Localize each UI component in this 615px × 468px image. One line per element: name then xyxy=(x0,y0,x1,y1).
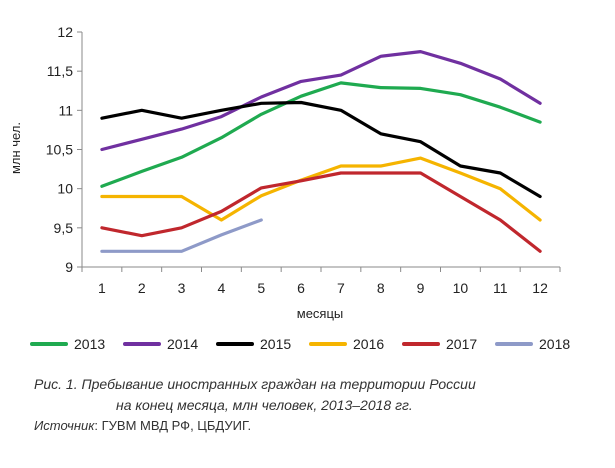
x-tick-label: 12 xyxy=(532,280,548,296)
series-line-2018 xyxy=(100,218,263,253)
y-tick-label: 11,5 xyxy=(47,63,73,79)
series-line-2017 xyxy=(100,171,542,253)
x-tick-label: 1 xyxy=(98,280,106,296)
series-line-2016 xyxy=(100,156,542,222)
legend-item-2015: 2015 xyxy=(216,334,291,354)
legend-swatch xyxy=(30,342,68,346)
x-tick-label: 10 xyxy=(453,280,469,296)
chart-series xyxy=(100,49,542,253)
series-line-2015 xyxy=(100,100,542,199)
legend-swatch xyxy=(402,342,440,346)
legend-item-2018: 2018 xyxy=(495,334,570,354)
legend-label: 2013 xyxy=(74,336,106,352)
legend-swatch xyxy=(216,342,254,346)
legend-label: 2016 xyxy=(353,336,385,352)
x-tick-label: 7 xyxy=(337,280,345,296)
source-text: : ГУВМ МВД РФ, ЦБДУИГ. xyxy=(94,418,252,433)
y-tick-label: 12 xyxy=(57,24,73,40)
x-tick-label: 4 xyxy=(218,280,226,296)
y-tick-label: 11 xyxy=(58,102,73,118)
x-tick-label: 6 xyxy=(297,280,305,296)
y-tick-label: 10,5 xyxy=(46,142,73,158)
x-axis-label: месяцы xyxy=(297,306,344,321)
legend-label: 2017 xyxy=(446,336,478,352)
legend-label: 2014 xyxy=(167,336,199,352)
x-tick-label: 8 xyxy=(377,280,385,296)
legend-item-2016: 2016 xyxy=(309,334,384,354)
source-key: Источник xyxy=(34,418,95,433)
x-tick-label: 9 xyxy=(417,280,425,296)
legend-swatch xyxy=(123,342,161,346)
chart-legend: 2013 2014 2015 2016 2017 2018 xyxy=(30,334,600,354)
y-tick-label: 10 xyxy=(57,181,73,197)
x-tick-label: 11 xyxy=(493,280,508,296)
legend-swatch xyxy=(495,342,533,346)
x-tick-label: 5 xyxy=(257,280,265,296)
legend-item-2013: 2013 xyxy=(30,334,105,354)
series-line-2014 xyxy=(100,49,542,152)
source-note: Источник: ГУВМ МВД РФ, ЦБДУИГ. xyxy=(34,418,251,433)
figure-caption: Рис. 1. Пребывание иностранных граждан н… xyxy=(34,374,594,416)
legend-label: 2015 xyxy=(260,336,292,352)
series-line-2013 xyxy=(100,81,542,188)
legend-swatch xyxy=(309,342,347,346)
y-axis-label: млн чел. xyxy=(8,122,23,174)
legend-item-2014: 2014 xyxy=(123,334,198,354)
legend-label: 2018 xyxy=(539,336,571,352)
caption-line-1: Рис. 1. Пребывание иностранных граждан н… xyxy=(34,376,476,392)
y-tick-label: 9,5 xyxy=(54,220,74,236)
x-tick-label: 3 xyxy=(178,280,186,296)
y-tick-label: 9 xyxy=(65,259,73,275)
x-tick-label: 2 xyxy=(138,280,146,296)
legend-item-2017: 2017 xyxy=(402,334,477,354)
caption-line-2: на конец месяца, млн человек, 2013–2018 … xyxy=(116,397,413,413)
